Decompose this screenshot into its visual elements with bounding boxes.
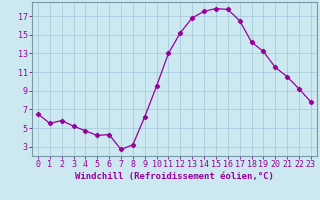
X-axis label: Windchill (Refroidissement éolien,°C): Windchill (Refroidissement éolien,°C) xyxy=(75,172,274,181)
